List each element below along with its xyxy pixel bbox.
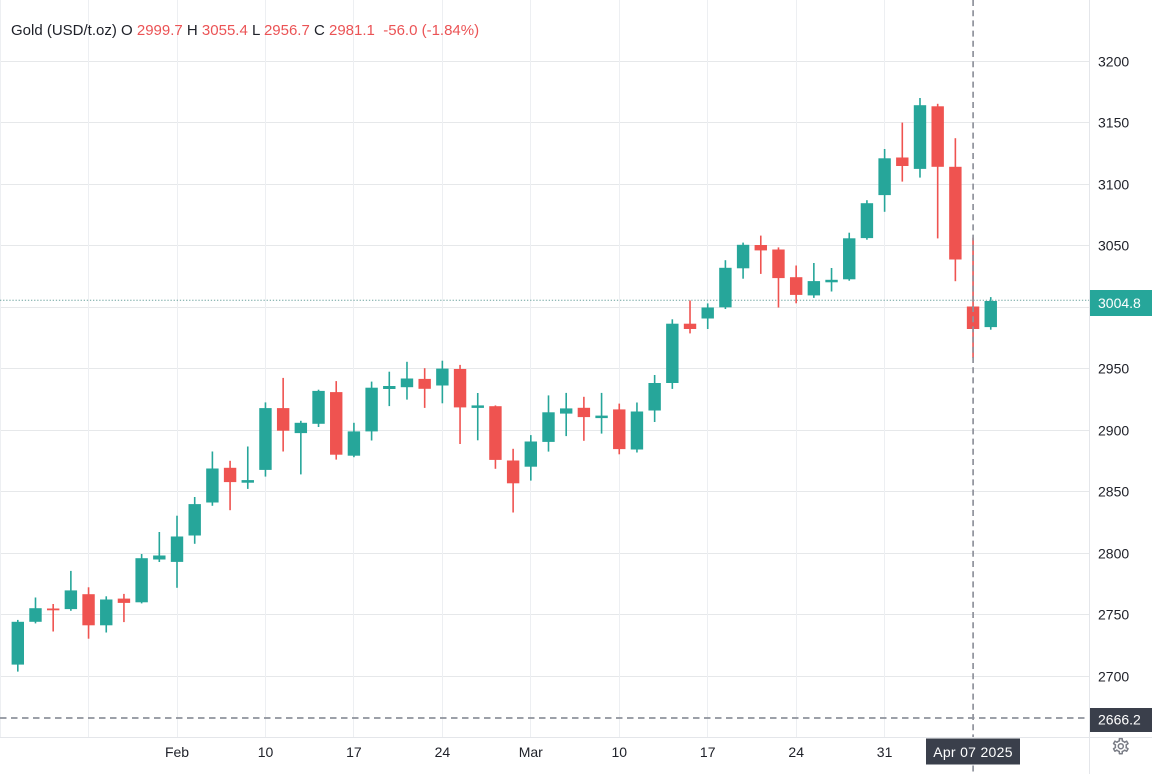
- svg-text:2666.2: 2666.2: [1098, 712, 1141, 728]
- svg-text:3150: 3150: [1098, 115, 1129, 131]
- svg-text:2800: 2800: [1098, 546, 1129, 562]
- svg-text:10: 10: [258, 744, 274, 760]
- svg-text:2700: 2700: [1098, 669, 1129, 685]
- svg-text:31: 31: [877, 744, 893, 760]
- svg-text:Gold (USD/t.oz) O 2999.7 H 305: Gold (USD/t.oz) O 2999.7 H 3055.4 L 2956…: [11, 22, 479, 39]
- svg-text:2900: 2900: [1098, 423, 1129, 439]
- svg-text:24: 24: [435, 744, 451, 760]
- svg-text:17: 17: [346, 744, 362, 760]
- svg-text:3100: 3100: [1098, 177, 1129, 193]
- svg-text:17: 17: [700, 744, 716, 760]
- svg-text:Feb: Feb: [165, 744, 189, 760]
- svg-text:Apr 07 2025: Apr 07 2025: [933, 744, 1013, 760]
- svg-text:2950: 2950: [1098, 361, 1129, 377]
- svg-text:3200: 3200: [1098, 54, 1129, 70]
- svg-text:3004.8: 3004.8: [1098, 295, 1141, 311]
- svg-text:10: 10: [612, 744, 628, 760]
- svg-text:3050: 3050: [1098, 238, 1129, 254]
- svg-text:24: 24: [788, 744, 804, 760]
- svg-text:2850: 2850: [1098, 484, 1129, 500]
- svg-text:2750: 2750: [1098, 607, 1129, 623]
- svg-text:Mar: Mar: [519, 744, 543, 760]
